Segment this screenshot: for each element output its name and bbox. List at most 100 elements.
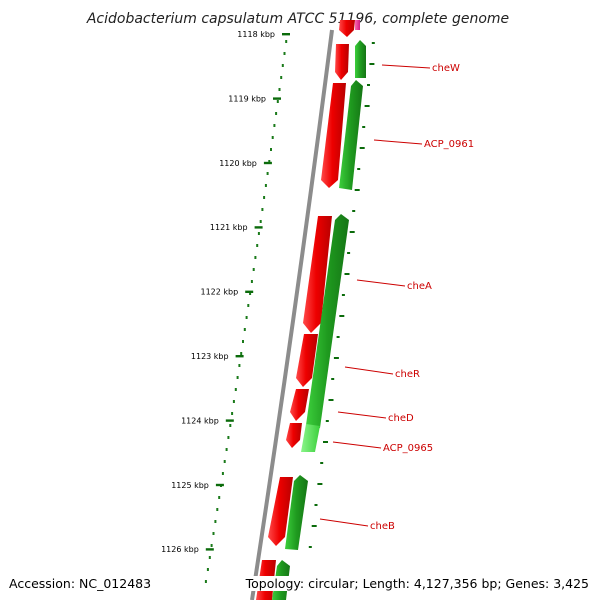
scale-tick-mark (263, 161, 272, 165)
ruler-dot (273, 124, 276, 127)
gene-arrow-forward[interactable] (286, 423, 302, 448)
gene-features (256, 20, 366, 600)
ruler-dot (234, 388, 237, 391)
gene-arrow-reverse[interactable] (301, 424, 320, 452)
track-tick (323, 441, 328, 443)
ruler-dot (236, 376, 239, 379)
gene-label-cheA[interactable]: cheA (407, 281, 432, 292)
ruler-dot (270, 148, 272, 151)
track-tick (364, 105, 370, 107)
track-tick (362, 126, 366, 128)
ruler-dot (280, 76, 283, 79)
track-tick (328, 399, 334, 401)
track-tick (336, 336, 340, 338)
gene-arrow-reverse[interactable] (306, 214, 349, 428)
ruler-dot (221, 472, 224, 475)
gene-arrow-forward[interactable] (296, 334, 318, 387)
rna-feature[interactable] (355, 20, 360, 30)
ruler-dot (254, 256, 257, 259)
gene-label-cheD[interactable]: cheD (388, 413, 414, 424)
gene-label-ACP_0961[interactable]: ACP_0961 (424, 139, 474, 150)
ruler-dot (261, 208, 264, 211)
ruler-dot (238, 364, 241, 367)
ruler-dot (281, 64, 284, 67)
scale-tick-mark (254, 226, 263, 229)
ruler-dot (232, 400, 235, 403)
ruler-dot (257, 232, 260, 235)
gene-label-cheR[interactable]: cheR (395, 369, 420, 380)
ruler-dot (252, 268, 255, 271)
gene-label-lines (319, 64, 431, 527)
scale-ruler (204, 40, 288, 583)
scale-tick-label: 1126 kbp (161, 545, 199, 554)
gene-arrow-forward[interactable] (303, 216, 332, 333)
gene-arrow-reverse[interactable] (285, 475, 308, 550)
ruler-dot (204, 580, 207, 583)
ruler-dot (256, 244, 259, 247)
scale-tick-label: 1119 kbp (228, 94, 266, 103)
gene-label-ACP_0965[interactable]: ACP_0965 (383, 443, 433, 454)
ruler-dot (268, 160, 271, 163)
ruler-dot (278, 88, 281, 91)
track-tick (359, 147, 365, 149)
scale-tick-mark (282, 33, 290, 36)
track-tick (367, 84, 370, 86)
ruler-dot (206, 568, 209, 571)
ruler-dot (283, 52, 286, 55)
gene-arrow-forward[interactable] (321, 83, 346, 188)
track-tick (320, 462, 324, 464)
gc-skew-ticks (308, 42, 375, 548)
ruler-dot (212, 532, 215, 535)
gene-label-cheW[interactable]: cheW (432, 63, 460, 74)
scale-tick-label: 1118 kbp (237, 30, 275, 39)
ruler-dot (263, 196, 266, 199)
ruler-dot (223, 460, 226, 463)
ruler-dot (276, 100, 279, 103)
scale-tick-mark (235, 355, 244, 358)
genome-backbone (250, 29, 334, 600)
track-tick (369, 63, 375, 65)
track-tick (311, 525, 317, 527)
gene-label-cheB[interactable]: cheB (370, 521, 395, 532)
ruler-dot (264, 184, 267, 187)
map-title: Acidobacterium capsulatum ATCC 51196, co… (86, 11, 509, 27)
track-tick (308, 546, 312, 548)
track-tick (352, 210, 356, 212)
track-tick (333, 357, 339, 359)
track-tick (339, 315, 345, 317)
track-tick (341, 294, 345, 296)
track-tick (347, 252, 351, 254)
gene-arrow-forward[interactable] (335, 44, 349, 80)
ruler-dot (259, 220, 262, 223)
ruler-dot (231, 412, 234, 415)
scale-tick-label: 1122 kbp (200, 288, 238, 297)
scale-tick-label: 1124 kbp (181, 416, 219, 425)
scale-tick-label: 1121 kbp (210, 223, 248, 232)
ruler-dot (240, 352, 243, 355)
scale-tick-label: 1120 kbp (219, 159, 257, 168)
gene-arrow-forward[interactable] (290, 389, 309, 421)
ruler-dot (285, 40, 288, 43)
gene-arrow-forward[interactable] (339, 20, 355, 37)
track-tick (325, 420, 329, 422)
ruler-dot (214, 520, 217, 523)
ruler-dot (275, 112, 278, 115)
scale-tick-label: 1125 kbp (171, 481, 209, 490)
ruler-dot (216, 508, 219, 511)
track-tick (344, 273, 350, 275)
ruler-dot (243, 328, 246, 331)
ruler-dot (250, 280, 253, 283)
ruler-dot (245, 316, 248, 319)
scale-tick-mark (205, 548, 214, 551)
ruler-dot (227, 436, 230, 439)
scale-ticks: 1118 kbp 1119 kbp 1120 kbp 1121 kbp 1122 kbp… (161, 30, 290, 554)
ruler-dot (229, 424, 232, 427)
topology-text: Topology: circular; Length: 4,127,356 bp… (244, 576, 590, 591)
track-tick (371, 42, 375, 44)
ruler-dot (271, 136, 274, 139)
track-tick (354, 189, 360, 191)
gene-arrow-reverse[interactable] (339, 80, 363, 190)
gene-arrow-forward[interactable] (268, 477, 293, 546)
gene-arrow-reverse[interactable] (355, 40, 366, 78)
